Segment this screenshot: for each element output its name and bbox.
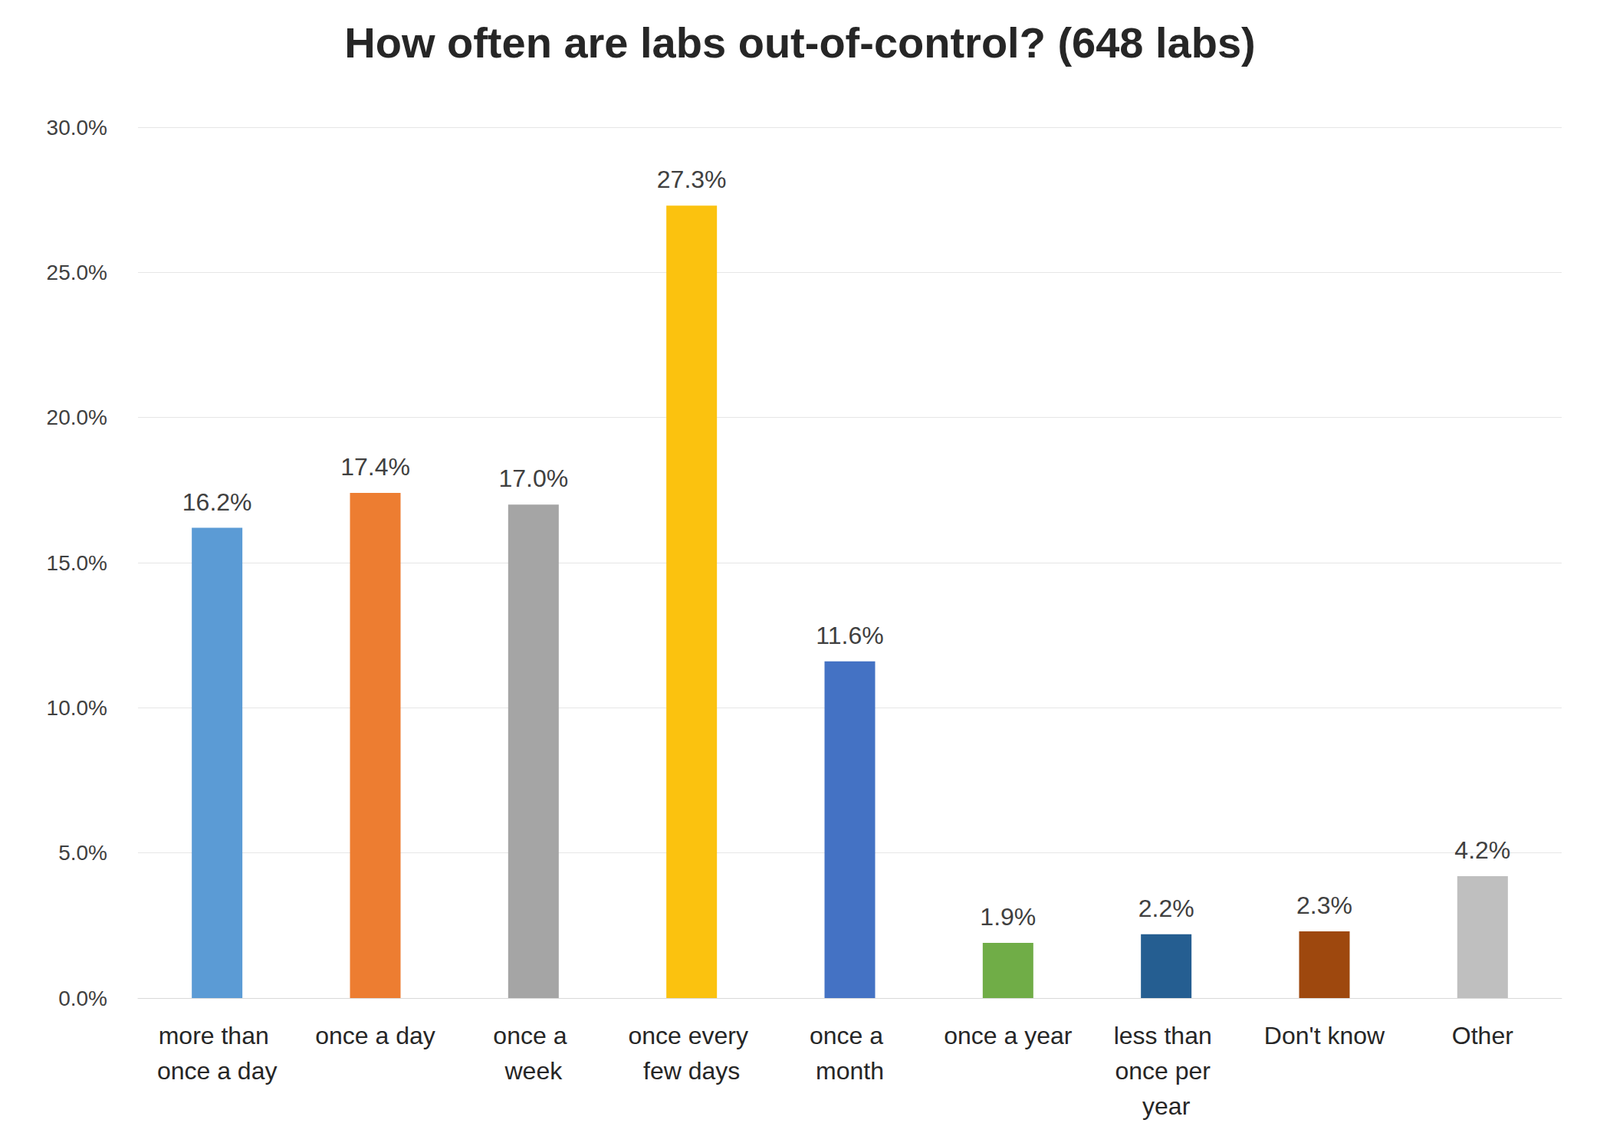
svg-text:27.3%: 27.3% xyxy=(657,165,727,194)
svg-text:few days: few days xyxy=(643,1057,740,1085)
svg-text:once a year: once a year xyxy=(943,1021,1073,1050)
svg-text:month: month xyxy=(815,1057,884,1085)
svg-text:year: year xyxy=(1142,1092,1191,1121)
svg-text:11.6%: 11.6% xyxy=(815,621,884,650)
svg-text:once a: once a xyxy=(809,1021,891,1050)
svg-text:17.4%: 17.4% xyxy=(340,453,411,481)
svg-text:once per: once per xyxy=(1114,1057,1217,1085)
svg-text:once a: once a xyxy=(492,1021,574,1050)
svg-text:2.3%: 2.3% xyxy=(1296,891,1353,920)
svg-text:25.0%: 25.0% xyxy=(46,260,108,285)
svg-text:16.2%: 16.2% xyxy=(182,488,253,516)
svg-text:Don't know: Don't know xyxy=(1264,1021,1386,1050)
svg-text:more than: more than xyxy=(158,1021,276,1050)
svg-text:once a day: once a day xyxy=(315,1021,436,1050)
svg-text:5.0%: 5.0% xyxy=(58,841,108,865)
svg-text:once every: once every xyxy=(627,1021,755,1050)
svg-text:30.0%: 30.0% xyxy=(46,115,108,140)
svg-text:less than: less than xyxy=(1113,1021,1219,1050)
svg-text:once a day: once a day xyxy=(157,1057,278,1085)
svg-text:Other: Other xyxy=(1452,1021,1514,1050)
svg-text:15.0%: 15.0% xyxy=(46,551,108,575)
svg-text:10.0%: 10.0% xyxy=(46,696,108,720)
svg-text:0.0%: 0.0% xyxy=(58,986,108,1011)
svg-text:2.2%: 2.2% xyxy=(1138,894,1195,923)
svg-text:1.9%: 1.9% xyxy=(979,903,1036,931)
svg-text:How often are labs out-of-cont: How often are labs out-of-control? (648 … xyxy=(344,18,1256,67)
svg-text:week: week xyxy=(503,1057,563,1085)
svg-text:4.2%: 4.2% xyxy=(1454,836,1511,865)
svg-text:17.0%: 17.0% xyxy=(498,464,569,493)
svg-text:20.0%: 20.0% xyxy=(46,405,108,430)
